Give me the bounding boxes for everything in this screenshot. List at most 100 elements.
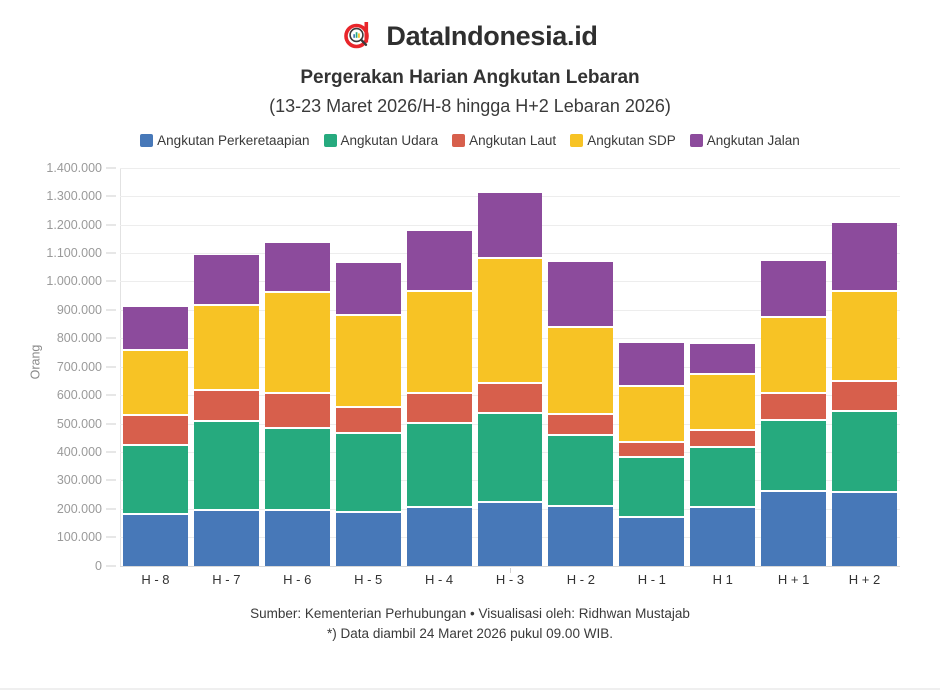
bar-segment[interactable] — [548, 434, 614, 505]
bar-column[interactable] — [548, 168, 614, 566]
bar-column[interactable] — [193, 168, 259, 566]
bar-segment[interactable] — [123, 444, 188, 514]
y-axis-tick-mark — [106, 195, 116, 197]
bar-segment[interactable] — [264, 242, 330, 292]
bar-segment[interactable] — [406, 505, 472, 566]
y-axis-tick-mark — [106, 366, 116, 368]
bar-segment[interactable] — [619, 456, 685, 517]
bar-segment[interactable] — [548, 325, 614, 414]
legend-label: Angkutan Udara — [340, 132, 439, 148]
y-axis-tick-label: 100.000 — [56, 530, 102, 545]
x-axis-tick-label: H + 1 — [510, 567, 826, 587]
x-axis-tick-label: H - 7 — [194, 567, 511, 587]
bar-segment[interactable] — [548, 262, 614, 326]
y-axis-tick-mark — [106, 309, 116, 311]
bar-segment[interactable] — [548, 413, 614, 435]
bar-segment[interactable] — [123, 513, 188, 566]
bar-segment[interactable] — [761, 315, 827, 393]
y-axis-tick-label: 400.000 — [56, 445, 102, 460]
bar-segment[interactable] — [832, 289, 897, 381]
bar-segment[interactable] — [832, 410, 897, 492]
gridline — [120, 167, 900, 169]
bar-segment[interactable] — [690, 373, 756, 429]
legend-item[interactable]: Angkutan Jalan — [689, 132, 800, 148]
bar-column[interactable] — [761, 168, 827, 566]
bar-segment[interactable] — [335, 263, 401, 314]
bar-column[interactable] — [123, 168, 188, 566]
y-axis-ticks: 1.400.000 1.300.000 1.200.000 1.100.000 1.00… — [0, 161, 116, 573]
bar-segment[interactable] — [193, 420, 259, 509]
brand-header: DataIndonesia.id — [0, 16, 940, 56]
bar-segment[interactable] — [761, 392, 827, 420]
bar-segment[interactable] — [193, 508, 259, 566]
bar-segment[interactable] — [335, 511, 401, 566]
y-axis-tick-mark — [106, 423, 116, 425]
bar-column[interactable] — [264, 168, 330, 566]
bar-segment[interactable] — [406, 230, 472, 291]
bar-segment[interactable] — [619, 385, 685, 441]
bar-segment[interactable] — [619, 516, 685, 566]
bar-segment[interactable] — [477, 382, 543, 413]
y-axis-tick-label: 200.000 — [56, 501, 102, 516]
bar-segment[interactable] — [406, 421, 472, 506]
legend-label: Angkutan Jalan — [706, 132, 800, 148]
bar-segment[interactable] — [264, 508, 330, 566]
bar-column[interactable] — [832, 168, 897, 566]
y-axis-tick-mark — [106, 451, 116, 453]
footer-source: Sumber: Kementerian Perhubungan • Visual… — [250, 605, 690, 621]
bar-segment[interactable] — [193, 388, 259, 421]
x-axis-tick-label: H - 2 — [510, 567, 613, 587]
y-axis-tick-label: 700.000 — [56, 359, 102, 374]
bar-column[interactable] — [690, 168, 756, 566]
bar-segment[interactable] — [832, 222, 897, 290]
bottom-rule — [0, 688, 940, 690]
bar-segment[interactable] — [123, 414, 188, 445]
bar-segment[interactable] — [761, 490, 827, 566]
bar-segment[interactable] — [335, 431, 401, 512]
bar-segment[interactable] — [335, 406, 401, 432]
legend-item[interactable]: Angkutan SDP — [570, 133, 676, 148]
bar-segment[interactable] — [477, 192, 543, 257]
y-axis-tick-mark — [106, 565, 116, 567]
bar-segment[interactable] — [548, 504, 614, 566]
bar-segment[interactable] — [690, 506, 756, 566]
bar-column[interactable] — [477, 168, 543, 566]
bar-segment[interactable] — [477, 412, 543, 501]
bar-segment[interactable] — [335, 313, 401, 407]
dataindonesia-logo-icon — [342, 19, 376, 53]
bar-segment[interactable] — [832, 491, 897, 566]
legend-item[interactable]: Angkutan Udara — [323, 132, 439, 148]
x-axis-tick-mark — [510, 567, 511, 573]
bar-segment[interactable] — [123, 307, 188, 349]
bar-segment[interactable] — [619, 342, 685, 386]
y-axis-tick-mark — [106, 167, 116, 169]
y-axis-tick-mark — [106, 280, 116, 282]
bar-segment[interactable] — [477, 500, 543, 566]
legend-item[interactable]: Angkutan Perkeretaapian — [140, 133, 310, 148]
bar-segment[interactable] — [264, 392, 330, 427]
bar-segment[interactable] — [761, 419, 827, 491]
bar-segment[interactable] — [123, 348, 188, 415]
bar-segment[interactable] — [761, 260, 827, 316]
bar-segment[interactable] — [406, 391, 472, 422]
y-axis-tick-label: 1.300.000 — [46, 189, 102, 204]
bar-segment[interactable] — [264, 291, 330, 393]
bar-column[interactable] — [619, 168, 685, 566]
bar-segment[interactable] — [264, 426, 330, 509]
bar-column[interactable] — [335, 168, 401, 566]
bar-segment[interactable] — [690, 428, 756, 447]
bar-segment[interactable] — [406, 290, 472, 392]
bar-segment[interactable] — [690, 446, 756, 507]
legend-item[interactable]: Angkutan Laut — [452, 133, 556, 148]
legend-label: Angkutan SDP — [587, 132, 676, 148]
bar-segment[interactable] — [832, 380, 897, 410]
y-axis-tick-label: 300.000 — [56, 473, 102, 488]
bar-column[interactable] — [406, 168, 472, 566]
bar-segment[interactable] — [193, 255, 259, 304]
bar-segment[interactable] — [619, 440, 685, 457]
y-axis-tick-mark — [106, 536, 116, 538]
bar-segment[interactable] — [193, 303, 259, 389]
bar-segment[interactable] — [477, 256, 543, 383]
bar-segment[interactable] — [690, 344, 756, 374]
